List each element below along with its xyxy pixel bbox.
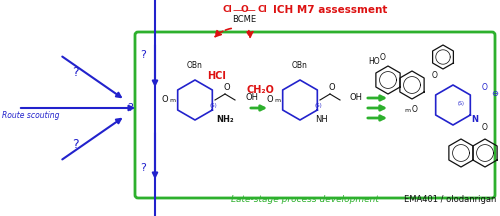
Text: Late-stage process development: Late-stage process development [231,195,379,205]
Text: (S): (S) [314,103,322,108]
Text: —: — [232,5,242,15]
Text: O: O [482,83,488,92]
Text: ?: ? [140,163,146,173]
Text: O: O [266,95,274,105]
Text: N: N [472,114,478,124]
FancyBboxPatch shape [135,32,495,198]
Text: NH₂: NH₂ [216,116,234,124]
Text: ICH M7 assessment: ICH M7 assessment [273,5,387,15]
Text: OH: OH [350,94,363,103]
Text: NH: NH [316,116,328,124]
Text: O: O [240,5,248,14]
Text: Cl: Cl [257,5,267,14]
Text: ?: ? [72,138,78,151]
Text: Route scouting: Route scouting [2,111,59,121]
Text: OBn: OBn [292,62,308,70]
Text: BCME: BCME [232,16,256,24]
Text: (S): (S) [209,103,217,108]
Text: m: m [169,97,175,103]
Text: O: O [482,122,488,132]
Text: CH₂O: CH₂O [246,85,274,95]
Text: EMA401 / olodanrigan: EMA401 / olodanrigan [404,195,496,205]
Text: (S): (S) [458,100,464,105]
Text: O: O [412,105,418,114]
Text: ⊖: ⊖ [492,89,498,97]
Text: OH: OH [245,94,258,103]
Text: m: m [274,97,280,103]
Text: O: O [432,70,438,79]
Text: ?: ? [72,65,78,78]
Text: O: O [380,54,386,62]
Text: —: — [245,5,255,15]
Text: O: O [224,84,230,92]
Text: O: O [162,95,168,105]
Text: O: O [328,84,336,92]
Text: Cl: Cl [222,5,232,14]
Text: OBn: OBn [187,62,203,70]
Text: m: m [404,108,410,113]
Text: HO: HO [368,57,380,67]
Text: HCl: HCl [208,71,227,81]
Text: ?: ? [140,50,146,60]
Text: ?: ? [127,103,133,113]
